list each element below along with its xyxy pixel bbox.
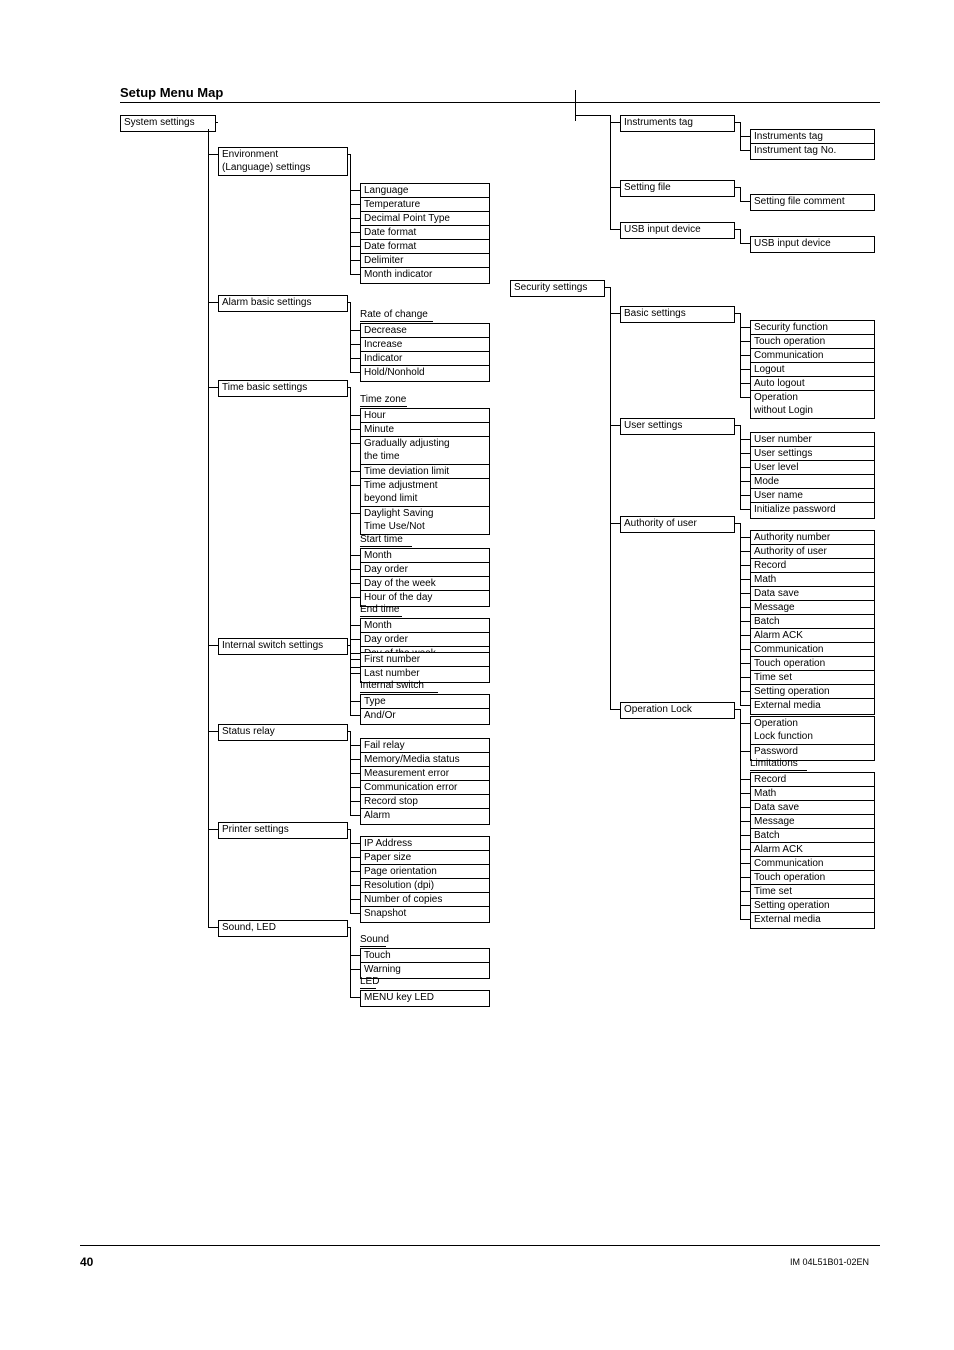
underline [360,616,402,617]
sub-heading: Start time [360,534,403,545]
menu-item: Initialize password [750,502,875,519]
doc-id: IM 04L51B01-02EN [790,1257,869,1267]
menu-item: Time basic settings [218,380,348,397]
menu-item: System settings [120,115,216,132]
menu-item: Operation Lock function [750,716,875,745]
sub-heading: End time [360,604,399,615]
menu-item: Warning [360,962,490,979]
menu-item: User settings [620,418,735,435]
menu-item: Alarm [360,808,490,825]
sub-heading: Time zone [360,394,406,405]
underline [360,406,407,407]
menu-item: Sound, LED [218,920,348,937]
menu-item: Instruments tag [620,115,735,132]
menu-item: Instrument tag No. [750,143,875,160]
sub-heading: LED [360,976,379,987]
underline [360,321,433,322]
menu-item: Security settings [510,280,605,297]
menu-item: USB input device [750,236,875,253]
menu-item: Setting file [620,180,735,197]
sub-heading: Internal switch [360,680,424,691]
sub-heading: Limitations [750,758,798,769]
underline [360,988,376,989]
menu-item: Authority of user [620,516,735,533]
menu-item: External media [750,912,875,929]
menu-item: External media [750,698,875,715]
menu-item: Setting file comment [750,194,875,211]
menu-item: Hold/Nonhold [360,365,490,382]
menu-item: Gradually adjusting the time [360,436,490,465]
menu-item: And/Or [360,708,490,725]
underline [360,692,438,693]
menu-item: Time adjustment beyond limit [360,478,490,507]
underline [360,546,412,547]
menu-item: Operation Lock [620,702,735,719]
underline [360,946,386,947]
menu-item: Alarm basic settings [218,295,348,312]
menu-item: Month indicator [360,267,490,284]
underline [750,770,807,771]
sub-heading: Rate of change [360,309,428,320]
menu-item: MENU key LED [360,990,490,1007]
menu-item: Operation without Login [750,390,875,419]
menu-item: Environment (Language) settings [218,147,348,176]
menu-item: Snapshot [360,906,490,923]
menu-item: Internal switch settings [218,638,348,655]
page-title: Setup Menu Map [120,85,223,100]
menu-item: Basic settings [620,306,735,323]
menu-item: Status relay [218,724,348,741]
sub-heading: Sound [360,934,389,945]
menu-item: USB input device [620,222,735,239]
page-number: 40 [80,1255,93,1269]
menu-item: Printer settings [218,822,348,839]
menu-item: Daylight Saving Time Use/Not [360,506,490,535]
